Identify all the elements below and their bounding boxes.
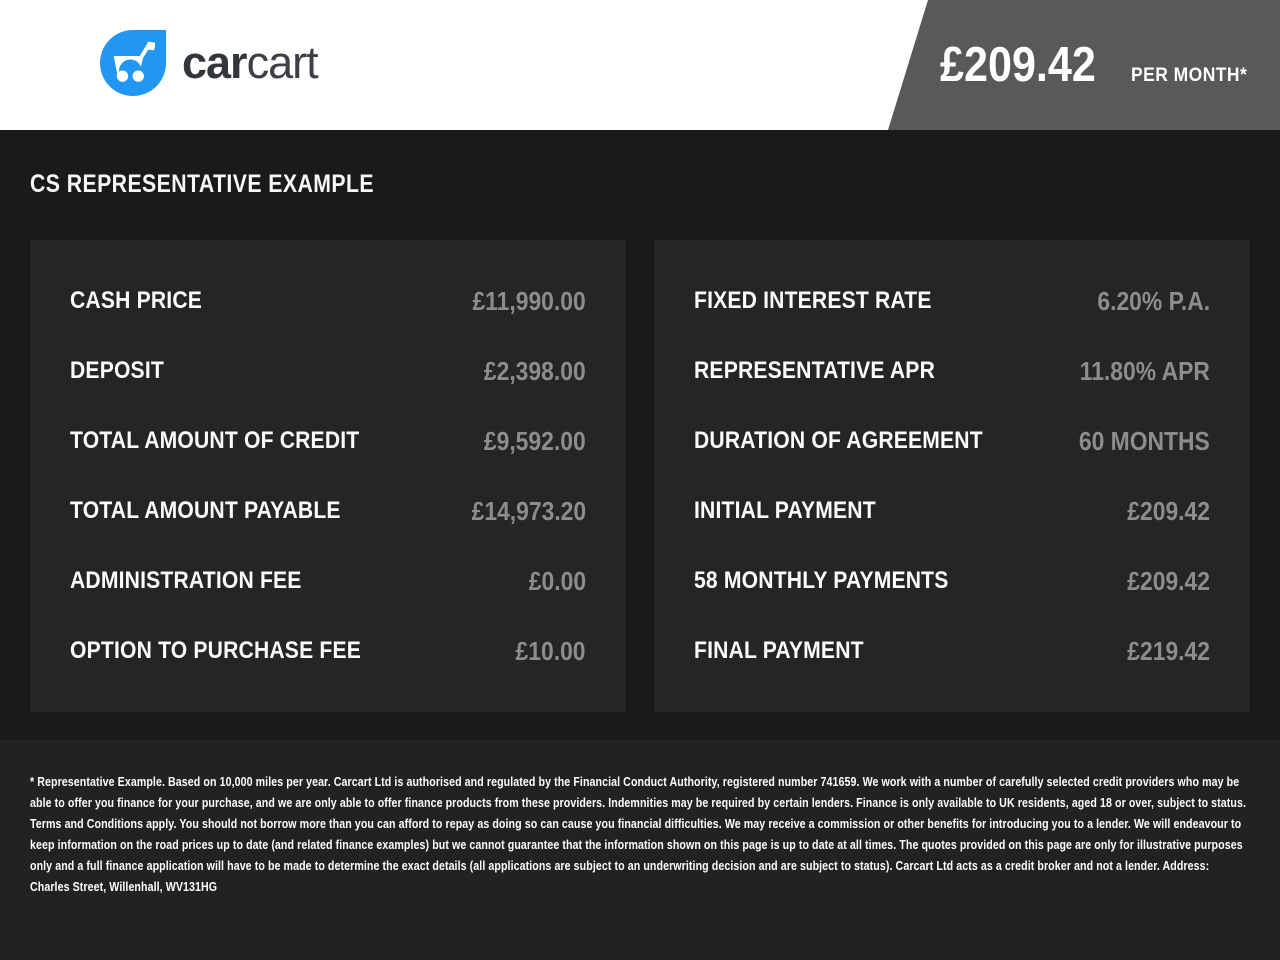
finance-row: FIXED INTEREST RATE 6.20% P.A.: [694, 266, 1210, 336]
finance-row: DEPOSIT £2,398.00: [70, 336, 586, 406]
finance-value: £0.00: [528, 565, 586, 596]
shopping-cart-icon: [113, 41, 156, 83]
finance-label: DURATION OF AGREEMENT: [694, 427, 983, 454]
finance-row: FINAL PAYMENT £219.42: [694, 616, 1210, 686]
finance-label: OPTION TO PURCHASE FEE: [70, 637, 361, 664]
brand-name-light: cart: [246, 37, 319, 88]
finance-value: £209.42: [1127, 565, 1210, 596]
finance-row: ADMINISTRATION FEE £0.00: [70, 546, 586, 616]
finance-label: FIXED INTEREST RATE: [694, 287, 932, 314]
header: carcart £209.42 PER MONTH*: [0, 0, 1280, 130]
finance-label: INITIAL PAYMENT: [694, 497, 876, 524]
page-title: CS REPRESENTATIVE EXAMPLE: [30, 170, 374, 198]
carcart-logo-icon: [100, 30, 166, 96]
finance-value: 11.80% APR: [1079, 355, 1210, 386]
finance-value: £9,592.00: [484, 425, 586, 456]
finance-label: TOTAL AMOUNT OF CREDIT: [70, 427, 360, 454]
finance-value: £219.42: [1127, 635, 1210, 666]
finance-label: ADMINISTRATION FEE: [70, 567, 302, 594]
finance-value: £10.00: [516, 635, 586, 666]
finance-row: TOTAL AMOUNT OF CREDIT £9,592.00: [70, 406, 586, 476]
finance-panels: CASH PRICE £11,990.00 DEPOSIT £2,398.00 …: [30, 240, 1250, 712]
finance-row: DURATION OF AGREEMENT 60 MONTHS: [694, 406, 1210, 476]
finance-label: FINAL PAYMENT: [694, 637, 864, 664]
price-banner: £209.42 PER MONTH*: [888, 0, 1280, 130]
disclaimer-footer: * Representative Example. Based on 10,00…: [0, 740, 1280, 960]
brand-logo: carcart: [100, 30, 319, 96]
finance-panel-left: CASH PRICE £11,990.00 DEPOSIT £2,398.00 …: [30, 240, 626, 712]
finance-row: TOTAL AMOUNT PAYABLE £14,973.20: [70, 476, 586, 546]
price-line: £209.42 PER MONTH*: [940, 37, 1258, 93]
finance-value: 6.20% P.A.: [1097, 285, 1210, 316]
finance-label: CASH PRICE: [70, 287, 203, 314]
finance-row: CASH PRICE £11,990.00: [70, 266, 586, 336]
finance-row: REPRESENTATIVE APR 11.80% APR: [694, 336, 1210, 406]
finance-value: £209.42: [1127, 495, 1210, 526]
finance-label: REPRESENTATIVE APR: [694, 357, 935, 384]
finance-value: 60 MONTHS: [1079, 425, 1210, 456]
monthly-price-amount: £209.42: [940, 38, 1096, 92]
finance-row: 58 MONTHLY PAYMENTS £209.42: [694, 546, 1210, 616]
finance-row: OPTION TO PURCHASE FEE £10.00: [70, 616, 586, 686]
finance-label: 58 MONTHLY PAYMENTS: [694, 567, 949, 594]
finance-panel-right: FIXED INTEREST RATE 6.20% P.A. REPRESENT…: [654, 240, 1250, 712]
main-content: CS REPRESENTATIVE EXAMPLE CASH PRICE £11…: [0, 130, 1280, 712]
disclaimer-text: * Representative Example. Based on 10,00…: [30, 775, 1247, 894]
finance-value: £11,990.00: [472, 285, 586, 316]
finance-value: £2,398.00: [484, 355, 586, 386]
finance-value: £14,973.20: [471, 495, 586, 526]
finance-row: INITIAL PAYMENT £209.42: [694, 476, 1210, 546]
finance-label: TOTAL AMOUNT PAYABLE: [70, 497, 341, 524]
finance-label: DEPOSIT: [70, 357, 164, 384]
monthly-price-period: PER MONTH*: [1131, 65, 1248, 86]
brand-name: carcart: [182, 30, 319, 96]
brand-name-bold: car: [182, 37, 248, 88]
